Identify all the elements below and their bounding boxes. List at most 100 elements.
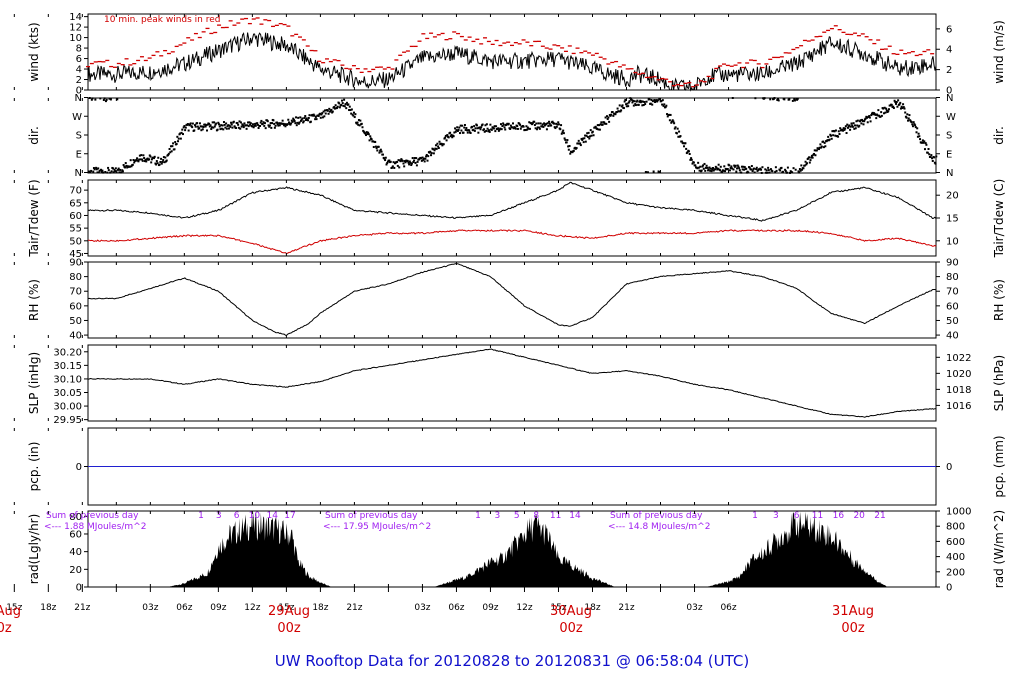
dir-point (924, 142, 927, 145)
dir-point (398, 166, 401, 169)
x-tick-label: 18z (584, 603, 600, 613)
dir-point (611, 111, 614, 114)
dir-point (475, 124, 478, 127)
dir-point (88, 97, 91, 100)
dir-point (726, 168, 729, 171)
dir-point (512, 122, 514, 125)
dir-point (343, 105, 346, 108)
dir-point (789, 171, 792, 174)
x-tick-label: 15z (278, 603, 294, 613)
dir-point (281, 119, 284, 122)
dir-point (451, 136, 454, 139)
dir-point (140, 154, 143, 157)
dir-point (90, 98, 93, 101)
day-label-date: 31Aug (832, 604, 874, 619)
dir-point (144, 158, 147, 161)
dir-point (764, 171, 767, 174)
y-tick-label-right: E (946, 149, 952, 160)
series-line-wind (87, 32, 937, 92)
dir-point (853, 127, 856, 130)
dir-point (365, 134, 368, 137)
dir-point (399, 160, 402, 163)
x-tick-label: 06z (448, 603, 464, 613)
dir-point (753, 171, 756, 174)
dir-point (759, 167, 762, 170)
dir-point (810, 156, 813, 159)
dir-point (925, 143, 928, 146)
dir-point (792, 167, 795, 170)
dir-point (526, 126, 529, 129)
dir-point (842, 127, 845, 130)
dir-point (895, 101, 898, 104)
dir-point (189, 122, 192, 125)
dir-point (194, 125, 197, 128)
dir-point (709, 167, 712, 170)
dir-point (750, 168, 753, 171)
dir-point (827, 135, 830, 138)
dir-point (877, 109, 880, 112)
dir-point (259, 121, 262, 124)
dir-point (116, 168, 119, 171)
dir-point (468, 129, 471, 132)
dir-point (807, 157, 810, 160)
dir-point (342, 104, 345, 107)
x-tick-label: 15z (550, 603, 566, 613)
dir-point (580, 137, 583, 140)
dir-point (731, 97, 734, 100)
dir-point (374, 141, 377, 144)
dir-point (172, 142, 175, 145)
dir-point (361, 126, 364, 129)
x-tick-label: 03z (142, 603, 158, 613)
dir-point (121, 170, 124, 173)
dir-point (777, 97, 779, 100)
dir-point (684, 142, 687, 145)
dir-point (274, 124, 277, 127)
y-tick-label-right: W (946, 112, 956, 123)
dir-point (632, 104, 635, 107)
panel-frame (87, 344, 937, 422)
dir-point (393, 166, 396, 169)
dir-point (676, 127, 679, 130)
dir-point (372, 140, 375, 143)
dir-point (411, 157, 414, 160)
dir-point (120, 171, 123, 174)
dir-point (317, 114, 320, 117)
dir-point (605, 122, 608, 125)
dir-point (254, 122, 257, 125)
dir-point (490, 128, 493, 131)
dir-point (606, 118, 609, 121)
dir-point (822, 140, 825, 143)
rad-sum-title: Sum of previous day (610, 511, 703, 521)
dir-point (699, 165, 702, 168)
dir-point (304, 115, 307, 118)
dir-point (494, 130, 497, 133)
dir-point (516, 127, 519, 130)
dir-point (205, 124, 208, 127)
dir-point (771, 170, 774, 173)
dir-point (644, 171, 647, 174)
dir-point (712, 169, 715, 172)
dir-point (327, 112, 330, 115)
rad-hour-mark: 17 (284, 511, 295, 521)
dir-point (432, 148, 435, 151)
dir-point (119, 168, 122, 171)
rad-hour-mark: 1 (475, 511, 481, 521)
dir-point (215, 122, 218, 125)
dir-point (579, 144, 582, 147)
dir-point (926, 151, 929, 154)
dir-point (96, 171, 99, 174)
dir-point (502, 123, 505, 126)
dir-point (420, 157, 423, 160)
dir-point (458, 126, 461, 129)
y-tick-label-left: 0 (76, 462, 82, 473)
dir-point (672, 120, 675, 123)
dir-point (213, 121, 216, 124)
dir-point (237, 126, 240, 129)
dir-point (223, 123, 226, 126)
dir-point (738, 169, 741, 172)
dir-point (766, 171, 769, 174)
dir-point (903, 107, 906, 110)
dir-point (779, 169, 782, 172)
dir-point (731, 167, 734, 170)
dir-point (445, 139, 448, 142)
